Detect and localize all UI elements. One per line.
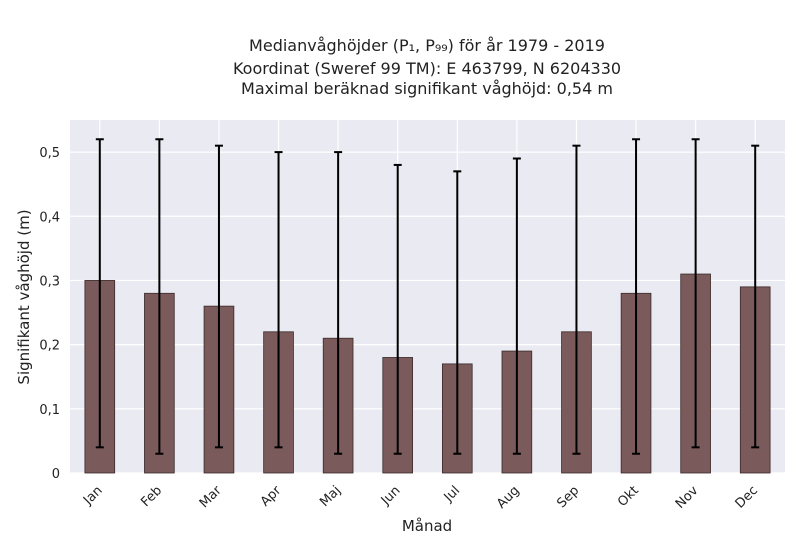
- x-tick-label: Jan: [80, 483, 105, 508]
- y-tick-label: 0,3: [39, 274, 60, 289]
- title-line-1: Medianvåghöjder (P₁, P₉₉) för år 1979 - …: [249, 36, 605, 55]
- chart-title: Medianvåghöjder (P₁, P₉₉) för år 1979 - …: [233, 36, 621, 98]
- title-line-3: Maximal beräknad signifikant våghöjd: 0,…: [241, 79, 613, 98]
- title-line-2: Koordinat (Sweref 99 TM): E 463799, N 62…: [233, 59, 621, 78]
- plot-area: [70, 120, 785, 473]
- y-tick-label: 0,2: [39, 339, 60, 354]
- x-tick-label: Okt: [615, 483, 642, 510]
- y-tick-label: 0: [52, 467, 60, 482]
- x-tick-label: Dec: [733, 483, 761, 511]
- x-axis-label: Månad: [402, 517, 452, 535]
- y-ticks: 0 0,1 0,2 0,3 0,4 0,5: [39, 146, 60, 482]
- x-ticks: Jan Feb Mar Apr Maj Jun Jul Aug Sep Okt Nov Dec: [80, 483, 761, 512]
- error-bars: [95, 138, 760, 455]
- y-axis-label: Signifikant våghöjd (m): [15, 209, 33, 384]
- x-tick-label: Maj: [317, 483, 344, 510]
- y-tick-label: 0,1: [39, 403, 60, 418]
- x-tick-label: Feb: [138, 483, 165, 510]
- y-tick-label: 0,5: [39, 146, 60, 161]
- x-tick-label: Aug: [494, 483, 523, 512]
- x-tick-label: Mar: [197, 483, 225, 511]
- x-tick-label: Jun: [378, 483, 404, 509]
- y-tick-label: 0,4: [39, 210, 60, 225]
- x-tick-label: Sep: [554, 483, 582, 511]
- x-tick-label: Apr: [258, 483, 285, 510]
- x-tick-label: Nov: [673, 483, 702, 512]
- x-tick-label: Jul: [441, 483, 463, 505]
